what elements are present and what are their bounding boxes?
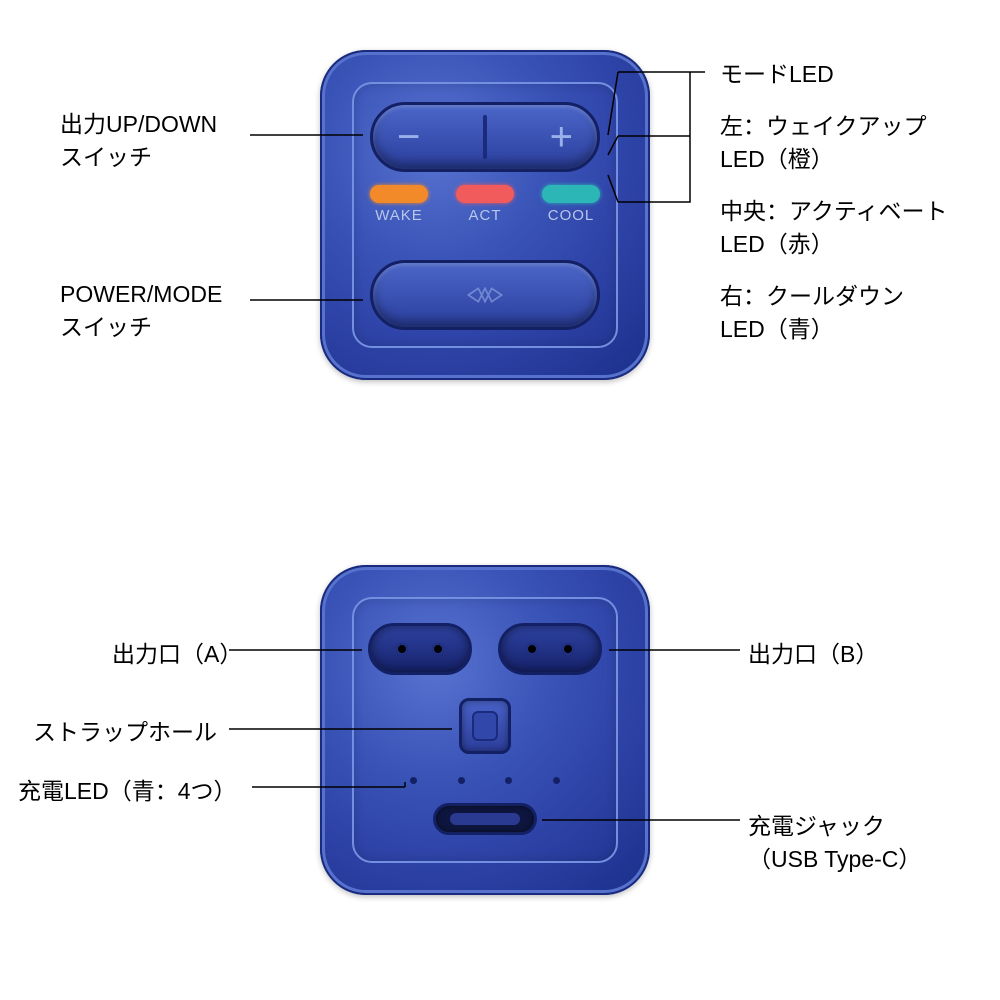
led-cool-label: COOL xyxy=(548,207,595,224)
output-port-a[interactable] xyxy=(368,623,472,675)
label-modeled: モードLED xyxy=(720,58,834,91)
label-strap: ストラップホール xyxy=(33,716,217,749)
plus-icon: + xyxy=(550,117,573,157)
usb-c-jack[interactable] xyxy=(433,803,537,835)
charge-led-3 xyxy=(505,777,512,784)
led-act xyxy=(456,185,514,203)
strap-hole xyxy=(459,698,511,754)
label-led-act: 中央：アクティベートLED（赤） xyxy=(720,195,947,262)
led-act-group: ACT xyxy=(456,185,514,224)
power-logo-icon xyxy=(465,283,505,307)
charge-led-1 xyxy=(410,777,417,784)
label-led-cool: 右：クールダウンLED（青） xyxy=(720,280,904,347)
label-updown: 出力UP/DOWNスイッチ xyxy=(60,108,217,175)
led-wake xyxy=(370,185,428,203)
label-port-b: 出力口（B） xyxy=(748,638,878,671)
led-cool-group: COOL xyxy=(542,185,600,224)
minus-icon: − xyxy=(397,117,420,157)
device-top: − + WAKE ACT COOL xyxy=(320,50,650,380)
led-wake-label: WAKE xyxy=(375,207,423,224)
device-bottom xyxy=(320,565,650,895)
led-cool xyxy=(542,185,600,203)
updown-switch[interactable]: − + xyxy=(370,102,600,172)
label-usb-c: 充電ジャック（USB Type-C） xyxy=(748,810,921,877)
output-port-b[interactable] xyxy=(498,623,602,675)
label-led-wake: 左：ウェイクアップLED（橙） xyxy=(720,110,927,177)
mode-leds: WAKE ACT COOL xyxy=(370,185,600,224)
led-act-label: ACT xyxy=(469,207,502,224)
label-port-a: 出力口（A） xyxy=(112,638,242,671)
label-powermode: POWER/MODEスイッチ xyxy=(60,278,222,345)
power-mode-switch[interactable] xyxy=(370,260,600,330)
updown-divider xyxy=(483,115,487,159)
charge-led-4 xyxy=(553,777,560,784)
charge-led-2 xyxy=(458,777,465,784)
port-a-pin2 xyxy=(432,643,444,655)
led-wake-group: WAKE xyxy=(370,185,428,224)
port-a-pin1 xyxy=(396,643,408,655)
port-b-pin2 xyxy=(562,643,574,655)
label-charge-led: 充電LED（青：4つ） xyxy=(18,775,237,808)
port-b-pin1 xyxy=(526,643,538,655)
charge-leds xyxy=(410,777,560,784)
